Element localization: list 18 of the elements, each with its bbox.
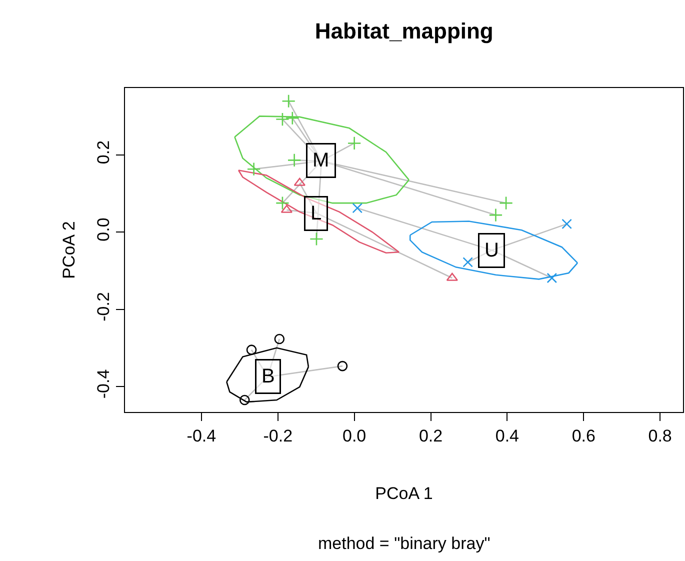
x-tick-label: 0.4 [495, 426, 520, 446]
annotation: M [312, 150, 330, 172]
text: method = "binary bray" [318, 534, 490, 553]
y-tick-label: 0.2 [94, 140, 114, 164]
annotation: U [484, 240, 499, 262]
x-tick-label: -0.2 [263, 426, 293, 446]
annotation: B [262, 366, 275, 388]
y-tick-label: -0.2 [94, 292, 114, 322]
x-tick-label: -0.4 [186, 426, 216, 446]
x-tick-label: 0.8 [648, 426, 672, 446]
y-tick-label: 0.0 [94, 218, 114, 242]
y-tick-label: -0.4 [94, 369, 114, 399]
y-axis-title: PCoA 2 [60, 221, 79, 279]
chart-title: Habitat_mapping [314, 18, 494, 44]
x-tick-label: 0.0 [342, 426, 366, 446]
x-tick-label: 0.2 [418, 426, 443, 446]
x-tick-label: 0.6 [572, 426, 596, 446]
x-axis-title: PCoA 1 [375, 484, 433, 503]
